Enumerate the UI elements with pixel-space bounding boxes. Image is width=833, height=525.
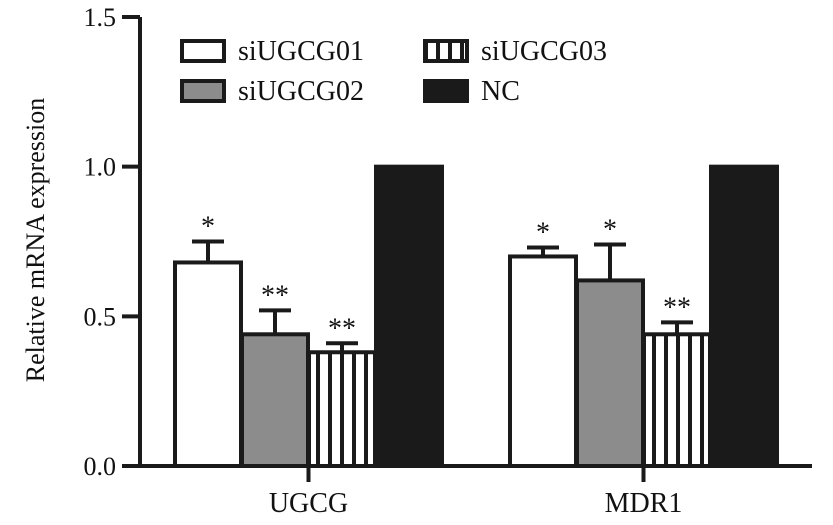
bar xyxy=(508,254,578,469)
legend: siUGCG01 siUGCG02 siUGCG03 NC xyxy=(180,36,607,107)
bar xyxy=(709,164,779,469)
bar xyxy=(374,164,444,469)
y-axis-label: Relative mRNA expression xyxy=(21,98,50,383)
bar xyxy=(575,278,645,468)
legend-label: siUGCG02 xyxy=(238,76,364,107)
y-tick-label: 0.5 xyxy=(84,302,117,331)
legend-swatch xyxy=(423,39,469,63)
legend-swatch xyxy=(180,79,226,103)
y-tick-label: 1.0 xyxy=(84,153,117,182)
legend-label: siUGCG01 xyxy=(238,36,364,67)
x-category-label: UGCG xyxy=(269,488,348,519)
significance-label: * xyxy=(201,212,215,243)
legend-swatch xyxy=(423,79,469,103)
significance-label: ** xyxy=(261,280,289,311)
legend-label: siUGCG03 xyxy=(481,36,607,67)
y-tick-label: 0.0 xyxy=(84,452,117,481)
legend-swatch xyxy=(180,39,226,63)
significance-label: * xyxy=(603,214,617,245)
legend-label: NC xyxy=(481,76,520,107)
bar xyxy=(240,332,310,468)
y-tick-label: 1.5 xyxy=(84,3,117,32)
bar xyxy=(173,260,243,468)
x-category-label: MDR1 xyxy=(605,488,683,519)
significance-label: ** xyxy=(663,292,691,323)
significance-label: * xyxy=(536,217,550,248)
significance-label: ** xyxy=(328,313,356,344)
bar xyxy=(307,350,377,468)
bar xyxy=(642,332,712,468)
bars: ****** *** xyxy=(173,164,779,469)
